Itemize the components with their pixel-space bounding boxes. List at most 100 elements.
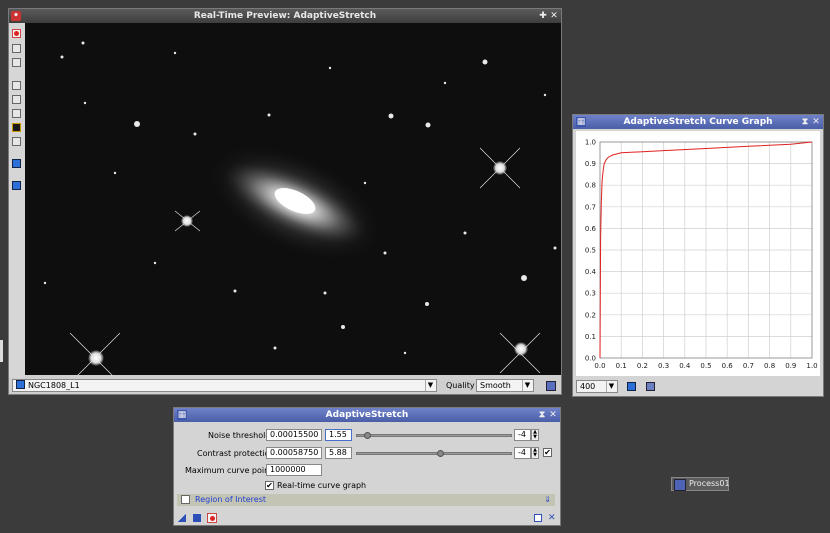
chevron-down-icon: ▼ <box>522 380 532 391</box>
y-tick-label: 0.5 <box>585 247 596 255</box>
contrast-exponent-spinner[interactable]: ▲ ▼ <box>531 447 539 459</box>
y-tick-label: 0.0 <box>585 355 596 363</box>
realtime-preview-icon[interactable] <box>207 513 217 523</box>
curve-title: AdaptiveStretch Curve Graph <box>623 117 773 127</box>
galaxy-image <box>43 41 557 375</box>
compare-icon[interactable] <box>12 58 21 67</box>
view-icon <box>16 380 25 389</box>
zoom-1to1-icon[interactable] <box>12 137 21 146</box>
y-tick-label: 1.0 <box>585 139 596 147</box>
noise-exponent-input[interactable]: -4 <box>514 429 531 441</box>
reset-icon[interactable]: ✕ <box>548 513 556 523</box>
x-tick-label: 0.7 <box>743 362 754 370</box>
close-icon[interactable]: ✕ <box>550 11 558 21</box>
x-tick-label: 0.2 <box>637 362 648 370</box>
x-tick-label: 0.8 <box>764 362 775 370</box>
copy-curve-icon[interactable] <box>646 382 655 391</box>
noise-mantissa-input[interactable]: 1.55 <box>325 429 352 441</box>
new-instance-icon[interactable] <box>178 514 186 522</box>
y-tick-label: 0.4 <box>585 268 597 276</box>
plot-frame <box>599 141 813 359</box>
zoom-out-icon[interactable] <box>12 95 21 104</box>
y-tick-label: 0.8 <box>585 182 596 190</box>
view-select-value: NGC1808_L1 <box>28 381 80 390</box>
zoom-in-icon[interactable] <box>12 81 21 90</box>
preview-image[interactable] <box>25 23 561 375</box>
quality-select[interactable]: Smooth ▼ <box>476 379 534 392</box>
noise-slider-thumb[interactable] <box>363 432 371 439</box>
x-tick-label: 0.9 <box>785 362 796 370</box>
process-icon-desktop[interactable]: Process01 <box>671 477 730 491</box>
chevron-down-icon: ▼ <box>425 380 435 391</box>
contrast-protection-label: Contrast protection: <box>197 449 278 458</box>
curve-series-line <box>599 141 813 359</box>
apply-global-icon[interactable] <box>193 514 201 522</box>
shade-icon[interactable]: ⧗ <box>801 117 809 127</box>
curve-graph-area[interactable]: 0.0 0.1 0.2 0.3 0.4 0.5 0.6 0.7 0.8 0.9 1.0 0.0 0.1 0… <box>576 131 820 376</box>
contrast-slider[interactable] <box>356 452 512 455</box>
preview-window: • Real-Time Preview: AdaptiveStretch ✚ ✕ <box>8 8 562 395</box>
curve-titlebar[interactable]: ▦ AdaptiveStretch Curve Graph ⧗ ✕ <box>573 115 823 129</box>
preview-options-icon[interactable] <box>546 381 556 391</box>
process-icon: ▦ <box>177 410 187 420</box>
adaptivestretch-window: ▦ AdaptiveStretch ⧗ ✕ Noise threshold: 0… <box>173 407 561 526</box>
as-titlebar[interactable]: ▦ AdaptiveStretch ⧗ ✕ <box>174 408 560 422</box>
x-tick-label: 1.0 <box>806 362 817 370</box>
preview-title: Real-Time Preview: AdaptiveStretch <box>193 11 377 21</box>
roi-section[interactable]: Region of Interest ⇓ <box>177 494 555 506</box>
x-tick-label: 0.0 <box>594 362 605 370</box>
preview-toolbar <box>9 23 25 378</box>
noise-slider[interactable] <box>356 434 512 437</box>
preview-control-icon[interactable] <box>12 29 21 38</box>
expand-icon[interactable]: ⇓ <box>544 495 551 504</box>
y-tick-label: 0.9 <box>585 160 596 168</box>
app-icon: • <box>11 11 21 21</box>
process-icon-label: Process01 <box>689 479 730 488</box>
noise-threshold-input[interactable]: 0.00015500 <box>266 429 322 441</box>
save-curve-icon[interactable] <box>627 382 636 391</box>
curve-window: ▦ AdaptiveStretch Curve Graph ⧗ ✕ 0.0 0.1… <box>572 114 824 397</box>
preview-titlebar[interactable]: • Real-Time Preview: AdaptiveStretch ✚ ✕ <box>9 9 561 23</box>
realtime-graph-checkbox[interactable]: ✔ <box>265 481 274 490</box>
zoom-select[interactable]: 400 ▼ <box>576 380 618 393</box>
x-tick-label: 0.1 <box>616 362 627 370</box>
x-tick-label: 0.6 <box>722 362 734 370</box>
process-icon-glyph <box>674 479 686 491</box>
y-tick-label: 0.7 <box>585 203 596 211</box>
as-title: AdaptiveStretch <box>325 410 409 420</box>
y-tick-label: 0.6 <box>585 225 597 233</box>
x-tick-label: 0.5 <box>700 362 711 370</box>
zoom-fit-icon[interactable] <box>12 109 21 118</box>
contrast-enable-checkbox[interactable]: ✔ <box>543 448 552 457</box>
close-icon[interactable]: ✕ <box>812 117 820 127</box>
max-curve-points-input[interactable]: 1000000 <box>266 464 322 476</box>
noise-exponent-spinner[interactable]: ▲ ▼ <box>531 429 539 441</box>
roi-checkbox[interactable] <box>181 495 190 504</box>
y-tick-label: 0.3 <box>585 290 596 298</box>
contrast-protection-input[interactable]: 0.00058750 <box>266 447 322 459</box>
realtime-graph-label: Real-time curve graph <box>277 481 367 490</box>
y-tick-label: 0.1 <box>585 333 596 341</box>
readout-icon[interactable] <box>12 44 21 53</box>
quality-label: Quality <box>446 381 475 390</box>
close-icon[interactable]: ✕ <box>549 410 557 420</box>
roi-label: Region of Interest <box>195 495 267 504</box>
chevron-down-icon: ▼ <box>606 381 616 392</box>
y-tick-label: 0.2 <box>585 311 596 319</box>
shade-icon[interactable]: ⧗ <box>538 410 546 420</box>
x-tick-label: 0.3 <box>658 362 669 370</box>
curve-graph: 0.0 0.1 0.2 0.3 0.4 0.5 0.6 0.7 0.8 0.9 1.0 0.0 0.1 0… <box>585 139 818 371</box>
contrast-exponent-input[interactable]: -4 <box>514 447 531 459</box>
contrast-mantissa-input[interactable]: 5.88 <box>325 447 352 459</box>
browse-documentation-icon[interactable] <box>534 514 542 522</box>
process-icon: ▦ <box>576 117 586 127</box>
view-select[interactable]: NGC1808_L1 ▼ <box>12 379 437 392</box>
contrast-slider-thumb[interactable] <box>437 450 445 457</box>
desktop-edge-marker <box>0 340 3 362</box>
pin-icon[interactable]: ✚ <box>539 11 547 21</box>
stf-icon[interactable] <box>12 159 21 168</box>
max-curve-points-label: Maximum curve points: <box>185 466 280 475</box>
color-icon[interactable] <box>12 123 21 132</box>
track-view-icon[interactable] <box>12 181 21 190</box>
zoom-select-value: 400 <box>580 382 596 391</box>
